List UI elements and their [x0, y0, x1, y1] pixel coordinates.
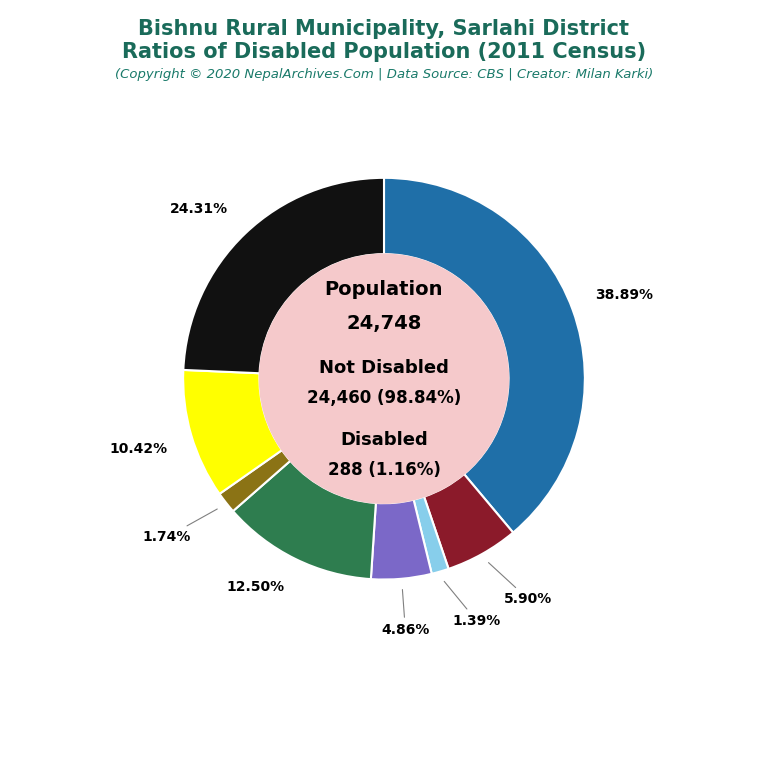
Text: 288 (1.16%): 288 (1.16%) [328, 462, 440, 479]
Text: 24,460 (98.84%): 24,460 (98.84%) [307, 389, 461, 407]
Circle shape [260, 254, 508, 503]
Wedge shape [414, 497, 449, 574]
Wedge shape [183, 370, 282, 494]
Text: 10.42%: 10.42% [110, 442, 168, 455]
Text: 24,748: 24,748 [346, 314, 422, 333]
Wedge shape [424, 474, 513, 569]
Text: 5.90%: 5.90% [488, 563, 552, 606]
Text: Disabled: Disabled [340, 431, 428, 449]
Text: 1.74%: 1.74% [143, 509, 217, 544]
Text: (Copyright © 2020 NepalArchives.Com | Data Source: CBS | Creator: Milan Karki): (Copyright © 2020 NepalArchives.Com | Da… [115, 68, 653, 81]
Text: Population: Population [325, 280, 443, 299]
Text: 38.89%: 38.89% [595, 288, 654, 302]
Text: 4.86%: 4.86% [381, 590, 429, 637]
Text: Ratios of Disabled Population (2011 Census): Ratios of Disabled Population (2011 Cens… [122, 42, 646, 62]
Text: 1.39%: 1.39% [444, 581, 501, 628]
Wedge shape [371, 500, 432, 580]
Wedge shape [233, 461, 376, 579]
Text: Not Disabled: Not Disabled [319, 359, 449, 377]
Text: 24.31%: 24.31% [170, 202, 228, 216]
Wedge shape [384, 178, 585, 532]
Wedge shape [220, 450, 290, 511]
Text: Bishnu Rural Municipality, Sarlahi District: Bishnu Rural Municipality, Sarlahi Distr… [138, 19, 630, 39]
Wedge shape [184, 178, 384, 373]
Text: 12.50%: 12.50% [227, 581, 284, 594]
